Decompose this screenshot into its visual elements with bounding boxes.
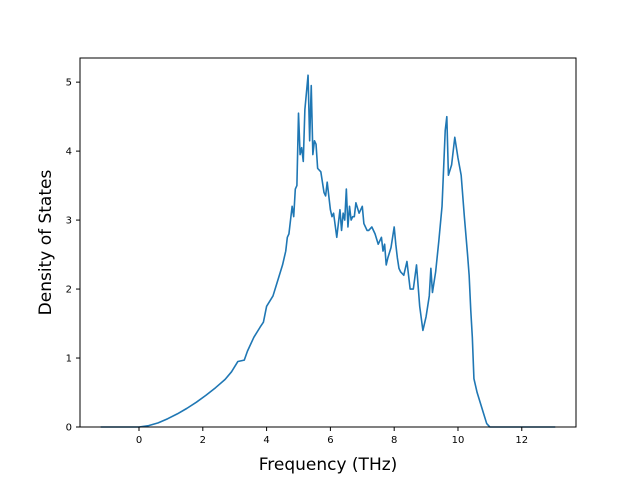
x-tick-label: 8 xyxy=(391,435,397,446)
y-axis-label: Density of States xyxy=(36,170,56,316)
dos-series-line xyxy=(100,74,556,428)
y-tick-label: 2 xyxy=(66,285,72,296)
y-tick-label: 4 xyxy=(66,147,72,158)
y-tick-label: 5 xyxy=(66,78,72,89)
x-tick-label: 0 xyxy=(136,435,142,446)
y-tick-label: 0 xyxy=(66,423,72,434)
x-tick-label: 12 xyxy=(515,435,528,446)
y-axis-ticks: 0 1 2 3 4 5 xyxy=(66,78,80,434)
x-tick-label: 2 xyxy=(200,435,206,446)
plot-area xyxy=(100,74,556,428)
x-tick-label: 6 xyxy=(327,435,333,446)
x-tick-label: 4 xyxy=(263,435,269,446)
y-tick-label: 1 xyxy=(66,354,72,365)
y-tick-label: 3 xyxy=(66,216,72,227)
x-tick-label: 10 xyxy=(452,435,465,446)
x-axis-ticks: 0 2 4 6 8 10 12 xyxy=(136,427,528,446)
x-axis-label: Frequency (THz) xyxy=(259,455,398,475)
plot-frame xyxy=(79,57,577,428)
